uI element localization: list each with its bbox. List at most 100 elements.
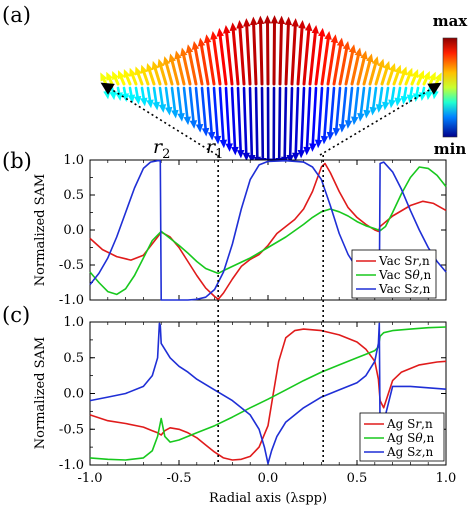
spin-arrow bbox=[158, 86, 165, 110]
y-tick-label-c: -0.5 bbox=[59, 422, 84, 437]
spin-arrow bbox=[242, 86, 248, 158]
spin-arrow bbox=[248, 86, 254, 160]
spin-arrow-head bbox=[303, 146, 311, 156]
y-tick-label-b: 1.0 bbox=[63, 153, 84, 168]
x-tick-label: -1.0 bbox=[77, 471, 102, 486]
spin-arrow-head bbox=[371, 56, 380, 66]
spin-arrow-head bbox=[189, 120, 198, 129]
spin-arrow-head bbox=[297, 149, 306, 159]
spin-arrow-head bbox=[428, 71, 436, 81]
spin-arrow-head bbox=[388, 99, 396, 109]
spin-arrow-head bbox=[270, 15, 279, 24]
spin-arrow bbox=[340, 86, 348, 129]
spin-arrow bbox=[258, 19, 264, 86]
spin-arrow bbox=[212, 86, 220, 141]
zoom-line-left bbox=[100, 82, 218, 156]
spin-arrow-head bbox=[115, 92, 123, 101]
spin-arrow-head bbox=[183, 116, 191, 126]
spin-arrow bbox=[175, 53, 186, 86]
legend-label-c-2: Ag Sz,n bbox=[386, 445, 434, 459]
spin-arrow bbox=[334, 86, 342, 133]
spin-arrow bbox=[365, 86, 372, 115]
spin-arrow-head bbox=[157, 58, 165, 68]
spin-arrow-head bbox=[210, 31, 218, 40]
y-tick-label-c: 0.5 bbox=[63, 351, 84, 366]
spin-arrow bbox=[187, 47, 198, 86]
spin-arrow bbox=[346, 86, 354, 126]
spin-arrow-head bbox=[203, 34, 212, 44]
spin-arrow-head bbox=[112, 70, 119, 81]
spin-arrow-head bbox=[242, 152, 250, 162]
spin-arrow bbox=[164, 86, 171, 112]
spin-arrow bbox=[182, 86, 189, 122]
spin-arrow-head bbox=[336, 37, 345, 47]
spin-arrow-head bbox=[406, 94, 415, 104]
spin-arrow bbox=[332, 41, 343, 86]
spin-arrow-head bbox=[330, 34, 339, 44]
spin-arrow-head bbox=[338, 123, 347, 133]
spin-arrow-head bbox=[243, 18, 251, 27]
x-axis-title: Radial axis (λspp) bbox=[209, 491, 327, 506]
spin-arrow bbox=[362, 56, 373, 86]
spin-arrow bbox=[338, 44, 349, 86]
spin-arrow bbox=[374, 61, 384, 86]
spin-arrow-head bbox=[320, 135, 329, 145]
spin-arrow-head bbox=[357, 113, 365, 122]
y-tick-label-c: 1.0 bbox=[63, 315, 84, 330]
spin-arrow bbox=[158, 61, 168, 86]
spin-arrow bbox=[169, 56, 180, 86]
spin-arrow-head bbox=[344, 120, 353, 129]
y-tick-label-c: 0.0 bbox=[63, 387, 84, 402]
spin-arrow bbox=[205, 37, 216, 86]
spin-arrow-head bbox=[394, 64, 402, 74]
x-tick-label: 0.5 bbox=[347, 471, 368, 486]
spin-arrow bbox=[344, 47, 355, 86]
spin-arrow-head bbox=[311, 24, 320, 34]
spin-arrow-head bbox=[100, 72, 108, 82]
spin-arrow bbox=[260, 86, 265, 163]
spin-arrow-head bbox=[158, 104, 167, 113]
y-axis-title-c: Normalized SAM bbox=[33, 337, 48, 449]
spin-arrow bbox=[193, 44, 204, 86]
spin-arrow bbox=[320, 34, 331, 86]
spin-arrow-head bbox=[225, 143, 233, 152]
spin-arrow-head bbox=[151, 60, 159, 70]
spin-arrow-head bbox=[236, 20, 244, 29]
legend-label-c-0: Ag Sr,n bbox=[386, 417, 433, 431]
spin-arrow bbox=[218, 31, 228, 86]
spin-arrow-head bbox=[134, 66, 142, 76]
spin-arrow bbox=[368, 59, 378, 86]
spin-arrow-head bbox=[248, 154, 256, 164]
spin-arrow-head bbox=[405, 67, 413, 77]
legend-box-c bbox=[359, 412, 445, 462]
spin-arrow-head bbox=[109, 91, 117, 101]
spin-arrow-head bbox=[129, 67, 137, 77]
spin-arrow bbox=[252, 20, 258, 86]
spin-arrow bbox=[377, 86, 384, 110]
spin-arrow-head bbox=[103, 90, 111, 100]
spin-arrow-head bbox=[363, 109, 371, 119]
spin-arrow-head bbox=[127, 94, 136, 104]
spin-arrow-head bbox=[168, 53, 176, 63]
x-tick-label: 1.0 bbox=[436, 471, 457, 486]
spin-arrow-head bbox=[121, 93, 130, 103]
spin-arrow-head bbox=[309, 143, 317, 152]
spin-arrow-head bbox=[162, 56, 171, 66]
spin-arrow bbox=[322, 86, 330, 141]
spin-arrow bbox=[194, 86, 202, 129]
spin-arrow-head bbox=[292, 152, 300, 162]
spin-arrow-head bbox=[180, 47, 188, 57]
spin-arrow-head bbox=[216, 27, 224, 37]
spin-arrow bbox=[353, 86, 360, 122]
legend-label-b-0: Vac Sr,n bbox=[378, 254, 430, 268]
y-tick-label-c: -1.0 bbox=[59, 458, 84, 473]
series-line-c-1 bbox=[89, 326, 447, 461]
spin-arrow-head bbox=[284, 16, 293, 26]
spin-arrow-head bbox=[222, 24, 231, 34]
spin-arrow-head bbox=[425, 91, 433, 101]
spin-arrow bbox=[231, 25, 240, 86]
spin-arrow-head bbox=[171, 109, 179, 119]
panel-label-b: (b) bbox=[2, 149, 32, 173]
spin-arrow bbox=[188, 86, 196, 126]
